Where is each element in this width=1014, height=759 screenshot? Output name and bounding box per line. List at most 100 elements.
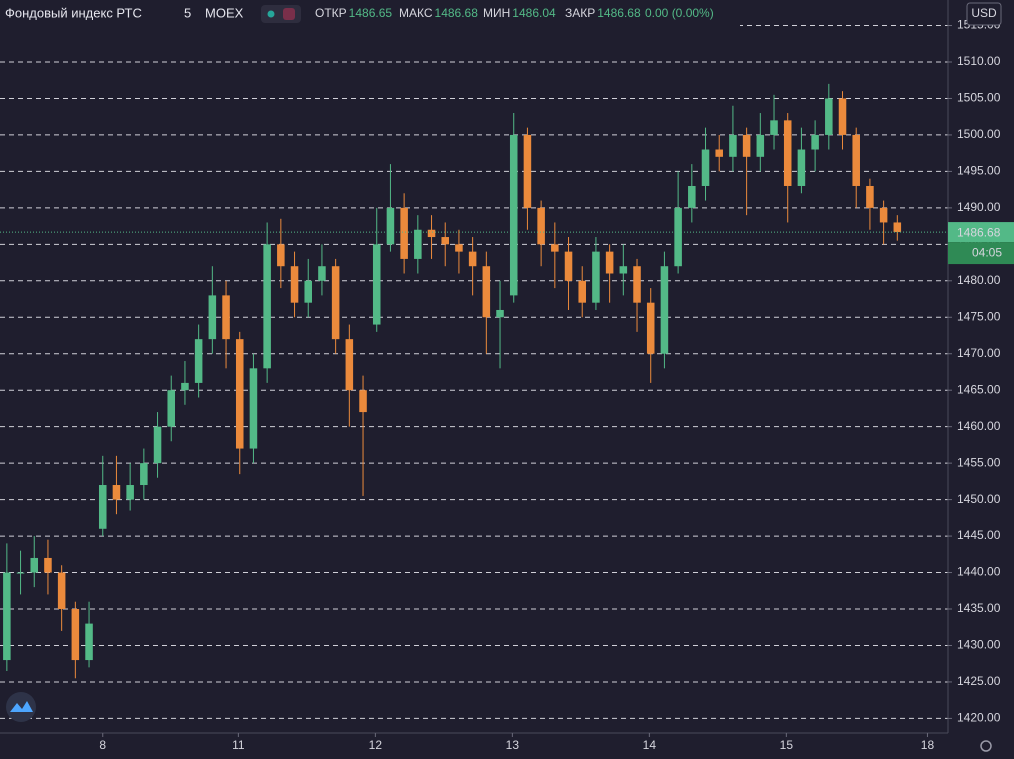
last-price-tag: [948, 222, 1014, 243]
candle-body: [866, 185, 874, 208]
status-icon: [283, 8, 295, 20]
candle-body: [551, 244, 559, 252]
candle-body: [592, 251, 600, 303]
ohlc-label: ЗАКР: [565, 6, 595, 20]
candle-body: [619, 266, 628, 274]
logo-icon: [10, 701, 33, 712]
status-dot: [267, 10, 275, 18]
candle-body: [729, 134, 737, 157]
candle-body: [400, 207, 408, 259]
candle-body: [112, 485, 121, 500]
settings-icon[interactable]: [980, 740, 992, 752]
candle-body: [688, 185, 696, 208]
candle-body: [57, 572, 66, 610]
header-bg: [0, 0, 740, 28]
candle-body: [756, 134, 765, 157]
x-tick-label: 12: [369, 738, 383, 752]
candle-body: [208, 295, 217, 340]
candle-body: [660, 266, 669, 354]
y-tick-label: 1430.00: [957, 638, 1001, 652]
candle-body: [98, 485, 107, 529]
candle-body: [359, 390, 367, 413]
y-tick-label: 1465.00: [957, 382, 1001, 396]
y-tick-label: 1505.00: [957, 91, 1001, 105]
candle-body: [345, 339, 354, 391]
candle-body: [263, 244, 271, 369]
y-tick-label: 1510.00: [957, 54, 1001, 68]
interval[interactable]: 5: [184, 5, 191, 20]
candle-body: [797, 149, 806, 186]
candle-body: [331, 266, 340, 340]
ohlc-label: МИН: [483, 6, 510, 20]
candle-body: [290, 266, 299, 303]
candle-body: [509, 134, 518, 296]
candle-body: [153, 426, 162, 464]
candles: [3, 83, 902, 679]
x-tick-label: 14: [643, 738, 657, 752]
ohlc-label: МАКС: [399, 6, 433, 20]
candle-body: [372, 244, 381, 325]
candle-body: [537, 207, 545, 245]
candle-body: [742, 134, 751, 157]
chart-title: Фондовый индекс РТС: [5, 5, 142, 20]
currency-box[interactable]: [966, 2, 1002, 26]
x-tick-label: 15: [780, 738, 794, 752]
countdown-tag: [948, 242, 1014, 265]
ohlc-value: 1486.68: [435, 6, 479, 20]
currency[interactable]: USD: [971, 6, 997, 20]
x-tick-label: 18: [921, 738, 935, 752]
candle-body: [277, 244, 285, 267]
candle-body: [71, 609, 80, 661]
change: 0.00 (0.00%): [645, 6, 714, 20]
y-tick-label: 1435.00: [957, 601, 1001, 615]
candle-body: [605, 251, 614, 274]
countdown: 04:05: [972, 245, 1002, 259]
y-tick-label: 1480.00: [957, 273, 1001, 287]
y-tick-label: 1460.00: [957, 419, 1001, 433]
x-tick-label: 11: [232, 738, 245, 752]
candle-body: [318, 266, 326, 281]
candle-body: [222, 295, 230, 340]
candle-body: [838, 98, 847, 135]
ohlc-value: 1486.65: [349, 6, 393, 20]
candle-body: [235, 339, 244, 449]
candle-body: [455, 244, 463, 252]
y-tick-label: 1450.00: [957, 492, 1001, 506]
candle-body: [852, 134, 860, 186]
y-tick-label: 1420.00: [957, 711, 1001, 725]
last-price-label: 1486.68: [957, 225, 1001, 239]
candle-body: [701, 149, 710, 186]
candle-body: [893, 222, 902, 233]
candle-body: [523, 134, 532, 208]
candle-body: [715, 149, 723, 157]
candle-body: [44, 557, 52, 573]
candle-body: [167, 390, 176, 427]
y-tick-label: 1455.00: [957, 455, 1001, 469]
candle-body: [482, 266, 491, 318]
candle-body: [181, 382, 189, 391]
ohlc-label: ОТКР: [315, 6, 347, 20]
y-tick-label: 1445.00: [957, 528, 1001, 542]
candle-body: [85, 623, 93, 661]
y-tick-label: 1425.00: [957, 674, 1001, 688]
candle-body: [16, 572, 25, 574]
y-tick-label: 1500.00: [957, 127, 1001, 141]
candle-body: [811, 134, 819, 150]
logo[interactable]: [6, 692, 36, 722]
candle-body: [126, 485, 134, 500]
y-tick-label: 1470.00: [957, 346, 1001, 360]
candle-body: [783, 120, 792, 186]
candle-body: [249, 368, 258, 449]
candle-body: [414, 229, 422, 259]
candle-body: [646, 302, 655, 354]
candle-body: [140, 463, 148, 486]
candle-body: [30, 557, 39, 573]
y-tick-label: 1440.00: [957, 565, 1001, 579]
candle-body: [578, 280, 586, 303]
ohlc-value: 1486.04: [512, 6, 556, 20]
y-tick-label: 1495.00: [957, 164, 1001, 178]
candle-body: [427, 229, 436, 238]
candle-body: [3, 572, 11, 661]
candle-body: [441, 237, 449, 245]
candle-body: [386, 207, 395, 245]
